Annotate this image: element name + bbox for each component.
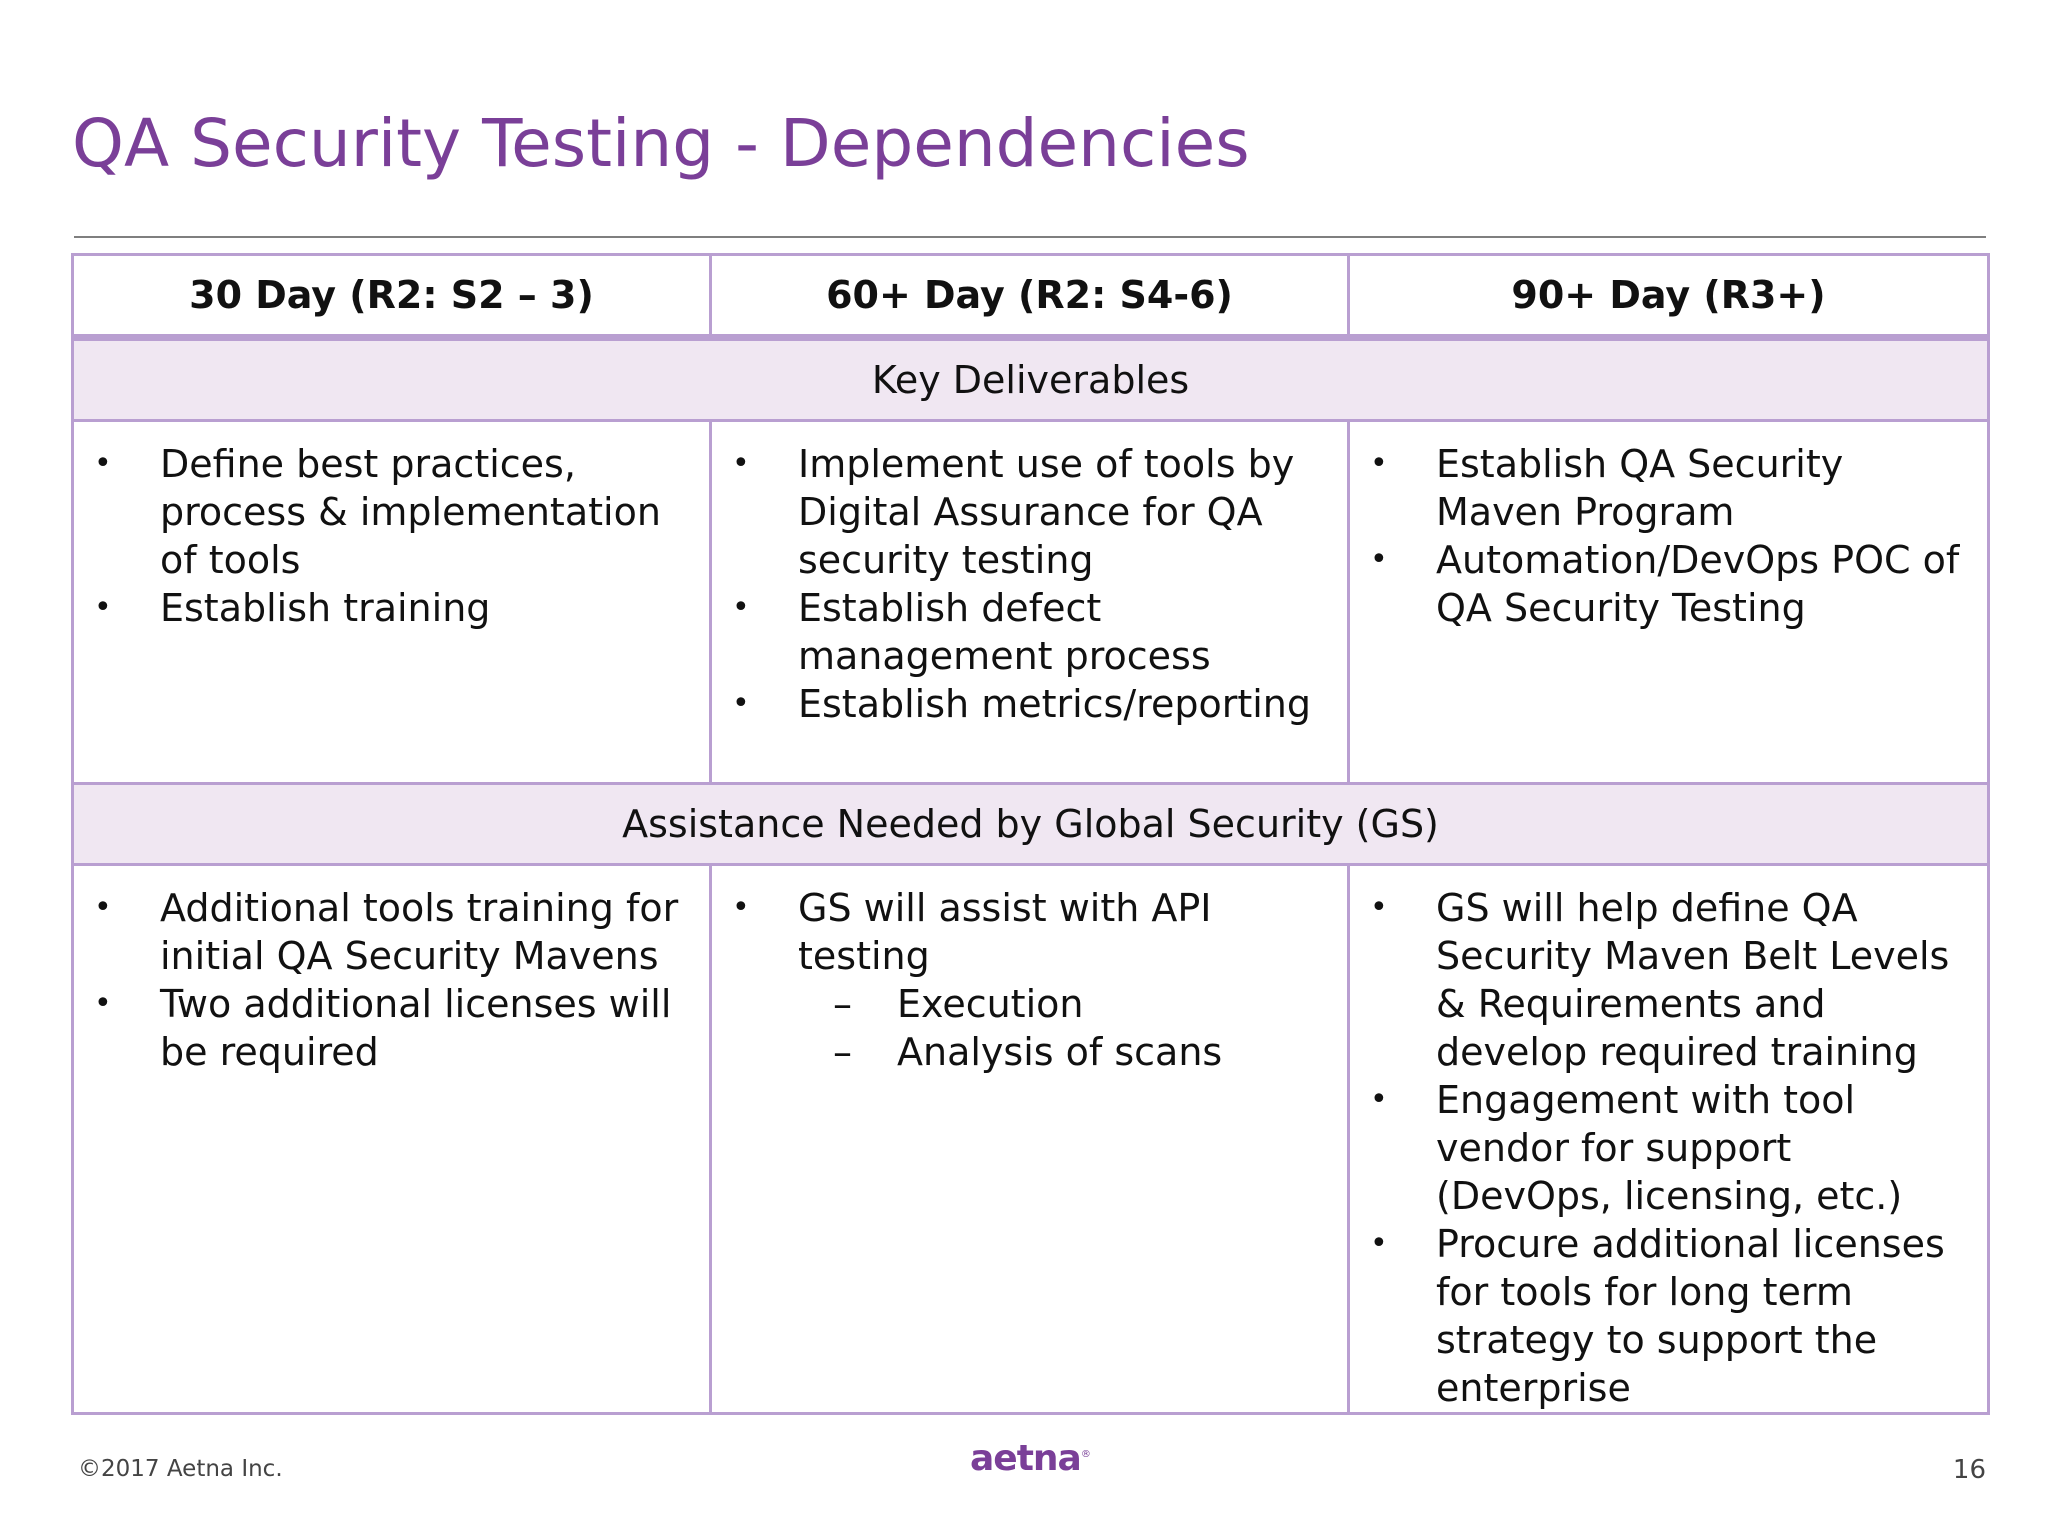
section-label-assistance: Assistance Needed by Global Security (GS…	[71, 782, 1990, 866]
slide-title: QA Security Testing - Dependencies	[72, 105, 1250, 182]
table-row: Additional tools training for initial QA…	[71, 863, 1990, 1415]
list-item: Engagement with tool vendor for support …	[1370, 1076, 1975, 1220]
bullet-list: GS will assist with API testing Executio…	[712, 866, 1347, 1076]
list-item: GS will help define QA Security Maven Be…	[1370, 884, 1975, 1076]
list-item: Establish training	[94, 584, 697, 632]
list-item: Additional tools training for initial QA…	[94, 884, 697, 980]
page-number: 16	[1952, 1455, 1986, 1485]
bullet-list: GS will help define QA Security Maven Be…	[1350, 866, 1987, 1412]
list-item-text: GS will assist with API testing	[798, 886, 1212, 978]
list-item: Automation/DevOps POC of QA Security Tes…	[1370, 536, 1975, 632]
bullet-list: Implement use of tools by Digital Assura…	[712, 422, 1347, 728]
aetna-logo: aetna®	[970, 1438, 1091, 1479]
footer-copyright: ©2017 Aetna Inc.	[78, 1456, 283, 1482]
list-item: Define best practices, process & impleme…	[94, 440, 697, 584]
list-item: Implement use of tools by Digital Assura…	[732, 440, 1335, 584]
assistance-60-day-cell: GS will assist with API testing Executio…	[709, 863, 1350, 1415]
column-header-30-day: 30 Day (R2: S2 – 3)	[71, 253, 712, 339]
bullet-list: Additional tools training for initial QA…	[74, 866, 709, 1076]
section-label-key-deliverables: Key Deliverables	[71, 336, 1990, 422]
column-header-90-day: 90+ Day (R3+)	[1347, 253, 1990, 339]
bullet-list: Establish QA Security Maven Program Auto…	[1350, 422, 1987, 632]
sub-list: Execution Analysis of scans	[798, 980, 1335, 1076]
dependencies-table: 30 Day (R2: S2 – 3) 60+ Day (R2: S4-6) 9…	[71, 253, 1990, 1415]
assistance-90-day-cell: GS will help define QA Security Maven Be…	[1347, 863, 1990, 1415]
bullet-list: Define best practices, process & impleme…	[74, 422, 709, 632]
sub-list-item: Analysis of scans	[833, 1028, 1335, 1076]
deliverables-30-day-cell: Define best practices, process & impleme…	[71, 419, 712, 785]
title-divider	[74, 236, 1986, 238]
list-item: Establish defect management process	[732, 584, 1335, 680]
list-item: Establish QA Security Maven Program	[1370, 440, 1975, 536]
registered-mark: ®	[1080, 1449, 1091, 1460]
list-item: Procure additional licenses for tools fo…	[1370, 1220, 1975, 1412]
deliverables-60-day-cell: Implement use of tools by Digital Assura…	[709, 419, 1350, 785]
list-item: Establish metrics/reporting	[732, 680, 1335, 728]
list-item: GS will assist with API testing Executio…	[732, 884, 1335, 1076]
list-item: Two additional licenses will be required	[94, 980, 697, 1076]
section-band-assistance: Assistance Needed by Global Security (GS…	[71, 782, 1990, 866]
column-header-60-day: 60+ Day (R2: S4-6)	[709, 253, 1350, 339]
table-row: Define best practices, process & impleme…	[71, 419, 1990, 785]
table-header-row: 30 Day (R2: S2 – 3) 60+ Day (R2: S4-6) 9…	[71, 253, 1990, 339]
assistance-30-day-cell: Additional tools training for initial QA…	[71, 863, 712, 1415]
logo-wordmark: aetna	[970, 1438, 1082, 1479]
deliverables-90-day-cell: Establish QA Security Maven Program Auto…	[1347, 419, 1990, 785]
sub-list-item: Execution	[833, 980, 1335, 1028]
section-band-key-deliverables: Key Deliverables	[71, 336, 1990, 422]
